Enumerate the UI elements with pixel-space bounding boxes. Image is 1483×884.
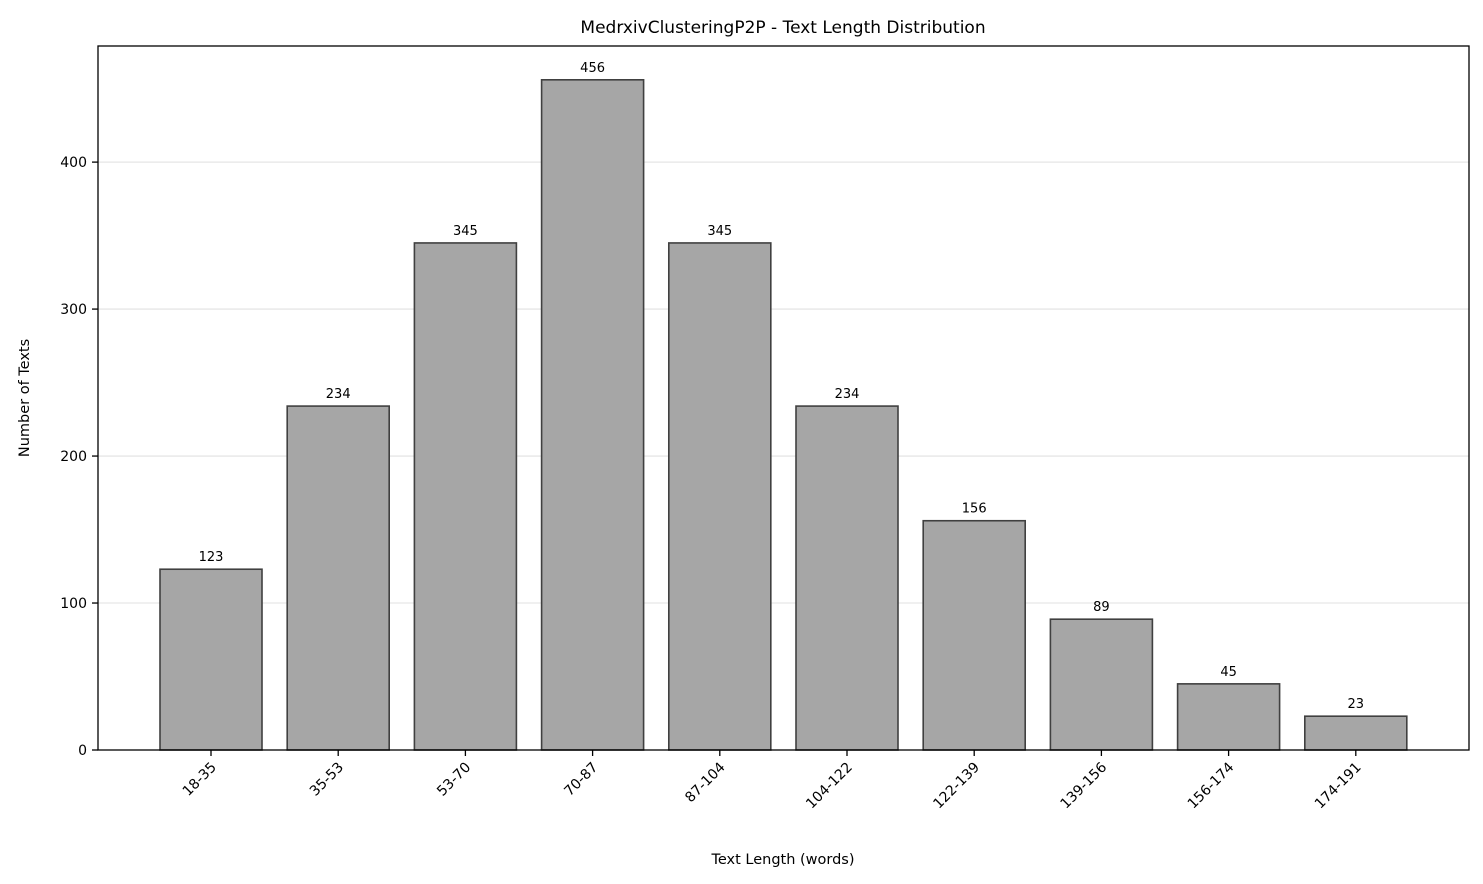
y-tick-label: 400 (60, 155, 87, 171)
bar (159, 568, 263, 751)
y-tick-label: 300 (60, 302, 87, 318)
bar-value-label: 456 (580, 61, 605, 76)
bar (540, 79, 645, 751)
plot-frame (97, 45, 1470, 751)
x-tick-label: 122-139 (930, 760, 983, 813)
bar (795, 405, 899, 751)
bar-value-label: 345 (453, 224, 478, 239)
x-axis-label: Text Length (words) (710, 852, 854, 868)
bar-value-label: 234 (835, 387, 860, 402)
bar (1049, 618, 1154, 751)
y-tick-label: 200 (60, 449, 87, 465)
x-tick-label: 70-87 (561, 760, 601, 800)
y-tick-label: 0 (78, 743, 87, 759)
bar (1176, 683, 1281, 751)
bar-value-label: 23 (1348, 697, 1365, 712)
bar (922, 519, 1027, 751)
bar (286, 405, 391, 751)
x-tick-label: 174-191 (1312, 760, 1365, 813)
bar (1304, 715, 1408, 751)
y-axis-label: Number of Texts (17, 339, 33, 457)
data-labels: 123 234 345 456 345 234 156 89 45 23 (199, 61, 1364, 712)
x-tick-label: 139-156 (1058, 759, 1111, 812)
bar-value-label: 345 (707, 224, 732, 239)
x-tick-label: 87-104 (682, 759, 728, 805)
x-tick-label: 18-35 (180, 760, 220, 800)
bar-value-label: 156 (962, 502, 987, 517)
x-tick-label: 156-174 (1185, 759, 1238, 812)
x-tick-label: 35-53 (307, 760, 347, 800)
bar-value-label: 45 (1220, 665, 1237, 680)
bar (413, 242, 518, 751)
x-tick-label: 104-122 (803, 760, 856, 813)
y-tick-label: 100 (60, 596, 87, 612)
bar-value-label: 234 (326, 387, 351, 402)
chart-title: MedrxivClusteringP2P - Text Length Distr… (580, 18, 985, 38)
bar-value-label: 89 (1093, 600, 1110, 615)
x-tick-label: 53-70 (434, 760, 474, 800)
bars (159, 79, 1408, 751)
bar (667, 242, 772, 751)
bar-value-label: 123 (199, 550, 224, 565)
